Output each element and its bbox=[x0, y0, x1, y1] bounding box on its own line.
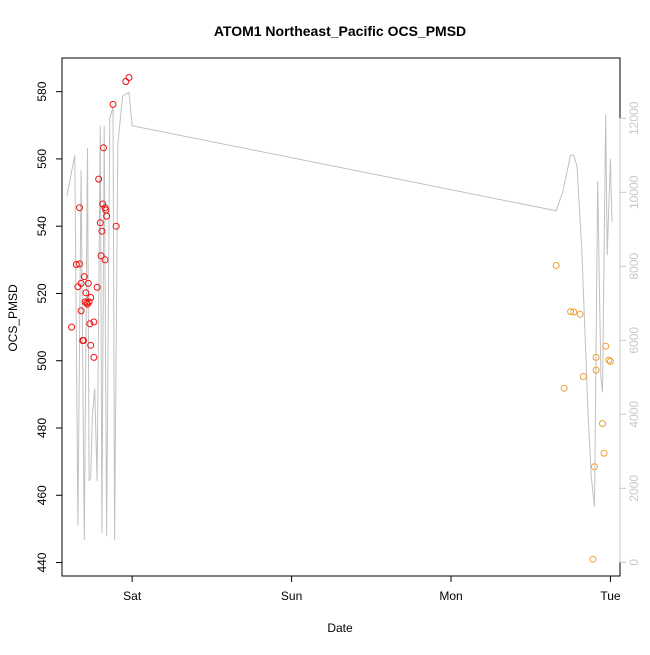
series-line bbox=[66, 91, 613, 541]
data-point-s2-1 bbox=[560, 384, 568, 392]
y-tick-label: 500 bbox=[35, 350, 49, 370]
data-point-s2-6 bbox=[589, 555, 597, 563]
data-point-s1-17 bbox=[87, 294, 95, 301]
y-tick-label: 480 bbox=[35, 418, 49, 438]
y-tick-label: 460 bbox=[35, 485, 49, 505]
data-point-s1-3 bbox=[76, 260, 83, 268]
data-point-s1-30 bbox=[103, 212, 111, 220]
y2-tick-label: 2000 bbox=[627, 475, 641, 502]
data-point-s1-18 bbox=[87, 341, 95, 349]
data-point-s1-25 bbox=[98, 227, 106, 235]
data-point-s1-4 bbox=[76, 204, 83, 212]
plot-frame bbox=[61, 57, 621, 577]
data-point-s2-9 bbox=[592, 366, 600, 374]
y2-tick-label: 10000 bbox=[627, 175, 641, 209]
data-point-s1-31 bbox=[101, 256, 109, 264]
y-axis-left: 440 460 480 500 520 540 560 580 bbox=[35, 81, 63, 573]
line-series-group bbox=[66, 91, 613, 541]
data-point-s2-14 bbox=[606, 357, 614, 365]
y-axis-right: 0 2000 4000 6000 8000 10000 12000 bbox=[619, 101, 641, 566]
y2-tick-label: 0 bbox=[627, 559, 641, 566]
data-point-s1-21 bbox=[93, 283, 101, 291]
y2-tick-label: 6000 bbox=[627, 327, 641, 354]
data-point-s1-19 bbox=[90, 353, 98, 361]
data-point-s2-13 bbox=[605, 356, 613, 364]
data-point-s2-7 bbox=[591, 463, 598, 471]
data-point-s1-33 bbox=[112, 222, 120, 230]
data-point-s2-3 bbox=[570, 308, 578, 316]
data-point-s1-22 bbox=[95, 175, 103, 183]
x-tick-label: Sat bbox=[123, 589, 142, 603]
data-point-s1-35 bbox=[125, 74, 133, 81]
y-tick-label: 540 bbox=[35, 216, 49, 236]
data-point-s1-15 bbox=[85, 298, 93, 306]
data-point-s2-0 bbox=[552, 262, 560, 269]
y-tick-label: 520 bbox=[35, 283, 49, 303]
data-point-s1-34 bbox=[122, 78, 130, 85]
chart-title: ATOM1 Northeast_Pacific OCS_PMSD bbox=[214, 23, 466, 39]
data-point-s1-24 bbox=[97, 252, 105, 260]
x-tick-label: Mon bbox=[439, 589, 462, 603]
data-point-s1-16 bbox=[86, 320, 94, 328]
x-tick-label: Tue bbox=[600, 589, 621, 603]
data-point-s1-9 bbox=[80, 273, 88, 281]
data-point-s1-27 bbox=[100, 144, 107, 152]
data-point-s1-6 bbox=[77, 279, 85, 287]
data-point-s1-14 bbox=[84, 279, 92, 287]
x-axis: Sat Sun Mon Tue bbox=[123, 575, 621, 603]
data-point-s1-8 bbox=[80, 337, 87, 344]
data-point-s2-11 bbox=[600, 449, 608, 457]
y-tick-label: 440 bbox=[35, 552, 49, 572]
data-point-s2-8 bbox=[592, 353, 600, 361]
data-point-s1-23 bbox=[96, 219, 104, 227]
y2-tick-label: 8000 bbox=[627, 253, 641, 280]
x-tick-label: Sun bbox=[281, 589, 302, 603]
data-point-s2-12 bbox=[602, 342, 610, 350]
data-point-s1-32 bbox=[109, 100, 117, 108]
x-axis-label: Date bbox=[327, 621, 353, 635]
data-point-s1-26 bbox=[99, 200, 107, 208]
data-point-s2-10 bbox=[599, 420, 606, 428]
data-point-s1-10 bbox=[82, 289, 90, 297]
points-group bbox=[68, 74, 614, 563]
data-point-s1-20 bbox=[90, 318, 98, 326]
y2-tick-label: 12000 bbox=[627, 101, 641, 135]
data-point-s2-5 bbox=[579, 373, 587, 380]
data-point-s2-4 bbox=[576, 310, 584, 318]
y-tick-label: 580 bbox=[35, 81, 49, 101]
y2-tick-label: 4000 bbox=[627, 401, 641, 428]
data-point-s1-11 bbox=[81, 298, 89, 306]
data-point-s1-0 bbox=[68, 323, 76, 331]
y-tick-label: 560 bbox=[35, 149, 49, 169]
y-axis-label: OCS_PMSD bbox=[6, 284, 20, 352]
data-point-s1-5 bbox=[77, 307, 85, 315]
data-point-s1-1 bbox=[72, 261, 80, 268]
data-point-s2-2 bbox=[567, 308, 575, 316]
